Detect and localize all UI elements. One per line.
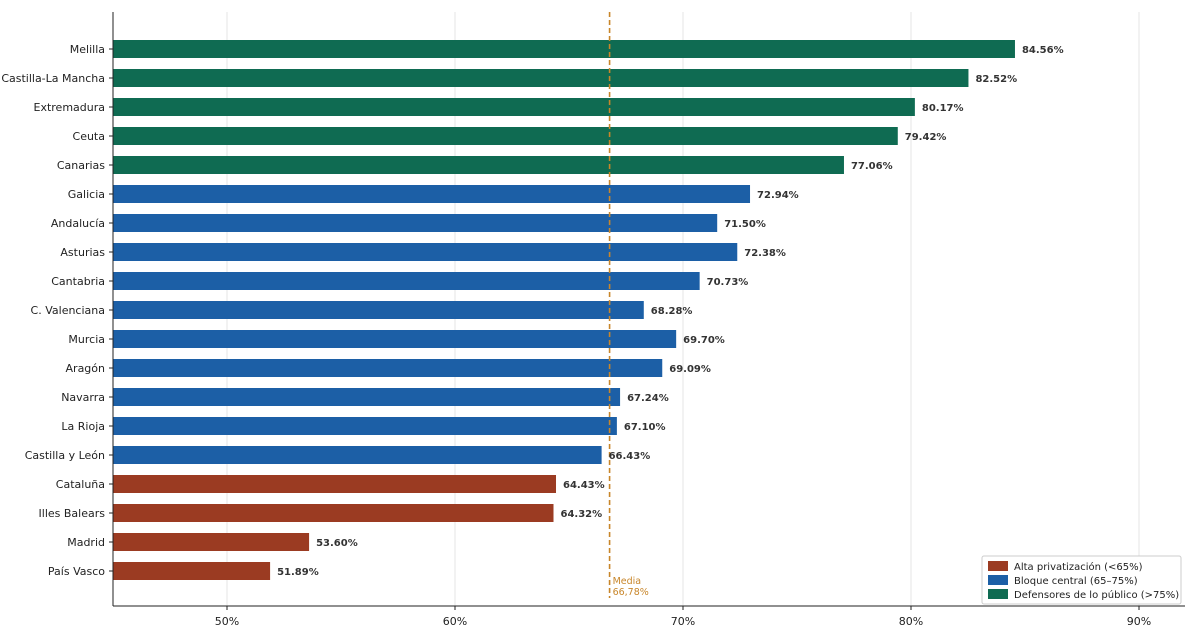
bar: [113, 446, 602, 464]
value-label: 67.24%: [627, 393, 669, 404]
bar: [113, 69, 969, 87]
x-tick-label: 80%: [899, 615, 923, 628]
category-label: Asturias: [60, 246, 105, 259]
bar: [113, 417, 617, 435]
mean-value-label: 66,78%: [613, 587, 649, 598]
category-label: Cataluña: [56, 478, 105, 491]
category-label: Aragón: [66, 362, 106, 375]
value-label: 68.28%: [651, 306, 693, 317]
x-tick-label: 90%: [1127, 615, 1151, 628]
category-label: Illes Balears: [39, 507, 106, 520]
axes: 50% 60% 70% 80% 90%: [109, 12, 1185, 628]
category-label: Galicia: [68, 188, 105, 201]
value-label: 77.06%: [851, 161, 893, 172]
value-label: 64.43%: [563, 480, 605, 491]
value-label: 72.38%: [744, 248, 786, 259]
category-label: Cantabria: [51, 275, 105, 288]
bar: [113, 98, 915, 116]
category-label: Melilla: [70, 43, 105, 56]
category-label: Extremadura: [34, 101, 106, 114]
value-label: 66.43%: [609, 451, 651, 462]
bar: [113, 214, 718, 232]
value-label: 72.94%: [757, 190, 799, 201]
x-tick-label: 50%: [215, 615, 239, 628]
bar: [113, 185, 751, 203]
value-label: 67.10%: [624, 422, 666, 433]
category-label: Murcia: [68, 333, 105, 346]
value-labels: 84.56% 82.52% 80.17% 79.42% 77.06% 72.94% 71.5…: [277, 45, 1064, 578]
x-tick-label: 70%: [671, 615, 695, 628]
legend-swatch: [988, 589, 1008, 599]
legend-box: [981, 555, 1182, 605]
legend-swatch: [988, 575, 1008, 585]
bar: [113, 40, 1015, 58]
value-label: 80.17%: [922, 103, 964, 114]
bar: [113, 330, 677, 348]
bar: [113, 127, 898, 145]
bar: [113, 301, 644, 319]
legend: Alta privatización (<65%) Bloque central …: [981, 555, 1182, 605]
legend-swatch: [988, 561, 1008, 571]
bar: [113, 562, 271, 580]
legend-label: Bloque central (65–75%): [1014, 576, 1138, 587]
bar: [113, 504, 554, 522]
category-label: Castilla-La Mancha: [1, 72, 105, 85]
value-label: 79.42%: [905, 132, 947, 143]
x-tick-label: 60%: [443, 615, 467, 628]
category-label: País Vasco: [48, 565, 105, 578]
category-label: Ceuta: [73, 130, 105, 143]
bar: [113, 533, 310, 551]
value-label: 84.56%: [1022, 45, 1064, 56]
bar: [113, 388, 621, 406]
category-label: C. Valenciana: [31, 304, 105, 317]
value-label: 51.89%: [277, 567, 319, 578]
value-label: 69.70%: [683, 335, 725, 346]
value-label: 71.50%: [724, 219, 766, 230]
value-label: 53.60%: [316, 538, 358, 549]
value-label: 82.52%: [975, 74, 1017, 85]
category-label: Canarias: [57, 159, 105, 172]
bar: [113, 272, 700, 290]
legend-label: Defensores de lo público (>75%): [1014, 589, 1179, 601]
category-label: Andalucía: [51, 217, 105, 230]
bar: [113, 475, 557, 493]
value-label: 69.09%: [669, 364, 711, 375]
category-labels: Melilla Castilla-La Mancha Extremadura Ceut…: [1, 43, 105, 578]
category-label: Madrid: [67, 536, 105, 549]
category-label: La Rioja: [61, 420, 105, 433]
legend-label: Alta privatización (<65%): [1014, 561, 1143, 573]
category-label: Navarra: [61, 391, 105, 404]
bar: [113, 359, 663, 377]
bar: [113, 243, 738, 261]
bars: [113, 40, 1015, 580]
mean-label: Media: [613, 576, 642, 587]
bar: [113, 156, 844, 174]
category-label: Castilla y León: [25, 449, 105, 462]
value-label: 70.73%: [707, 277, 749, 288]
value-label: 64.32%: [560, 509, 602, 520]
